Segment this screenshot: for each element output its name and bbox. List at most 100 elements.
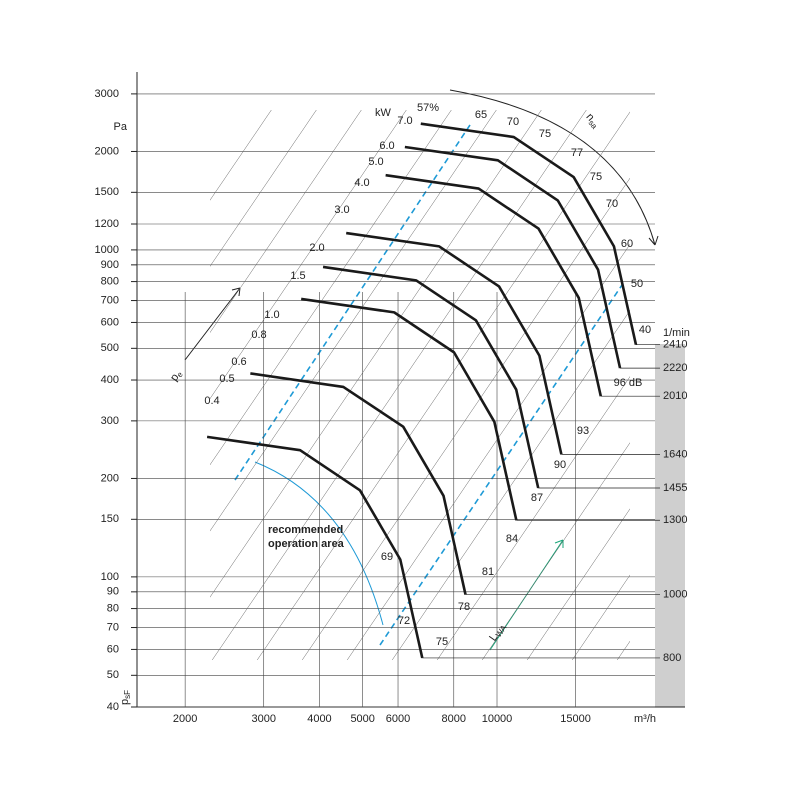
y-tick-label: 100 <box>101 571 119 583</box>
y-axis-label-main: p <box>119 699 131 705</box>
curves <box>206 122 660 659</box>
sound-axis-label-main: L <box>487 631 500 643</box>
system-line <box>210 110 362 333</box>
x-axis-label: m³/h <box>634 713 656 725</box>
power-label: 4.0 <box>354 177 369 189</box>
operation-limit <box>379 284 623 646</box>
efficiency-label: 57% <box>417 102 439 114</box>
y-tick-label: 500 <box>101 342 119 354</box>
rpm-label: 1300 <box>663 514 687 526</box>
power-label: 0.8 <box>251 329 266 341</box>
x-tick-label: 5000 <box>350 713 374 725</box>
power-label: 1.5 <box>290 270 305 282</box>
system-line <box>210 110 407 400</box>
power-label: 6.0 <box>379 140 394 152</box>
rpm-label: 800 <box>663 652 681 664</box>
y-tick-label: 150 <box>101 513 119 525</box>
y-tick-label: 3000 <box>95 88 119 100</box>
sound-label: 90 <box>554 459 566 471</box>
efficiency-label: 60 <box>621 238 633 250</box>
rpm-band <box>655 344 685 707</box>
system-line <box>211 110 587 660</box>
pe-label: pe <box>168 367 185 384</box>
y-tick-label: 400 <box>101 374 119 386</box>
system-line <box>301 177 630 660</box>
efficiency-label: 65 <box>475 109 487 121</box>
speed-arrow <box>449 89 659 246</box>
rpm-curve <box>346 231 563 455</box>
efficiency-label: 77 <box>571 147 583 159</box>
efficiency-label: 70 <box>507 116 519 128</box>
system-line <box>210 110 452 466</box>
y-tick-label: 800 <box>101 275 119 287</box>
rpm-curve <box>404 145 622 369</box>
rpm-label: 2220 <box>663 362 687 374</box>
x-tick-label: 6000 <box>386 713 410 725</box>
power-label: 0.5 <box>219 373 234 385</box>
speed-label: nsa <box>583 111 603 131</box>
sound-axis-label: LWA <box>487 621 509 644</box>
operation-arrow <box>254 461 384 626</box>
power-label: 2.0 <box>309 242 324 254</box>
power-label: 1.0 <box>264 309 279 321</box>
power-label: 0.6 <box>231 356 246 368</box>
y-tick-label: 90 <box>107 586 119 598</box>
efficiency-label: 70 <box>606 198 618 210</box>
y-tick-label: 200 <box>101 472 119 484</box>
rpm-label: 2410 <box>663 339 687 351</box>
system-line <box>346 243 630 660</box>
system-line <box>210 110 272 201</box>
x-tick-label: 15000 <box>560 713 591 725</box>
y-tick-label: 1500 <box>95 186 119 198</box>
efficiency-label: 75 <box>539 128 551 140</box>
sound-label: 93 <box>577 425 589 437</box>
y-tick-label: 60 <box>107 643 119 655</box>
system-line <box>436 376 630 660</box>
power-label: 0.4 <box>204 395 219 407</box>
power-label: 3.0 <box>334 204 349 216</box>
rpm-curve <box>250 372 467 595</box>
operation-limit <box>234 124 471 481</box>
grid <box>131 72 685 708</box>
y-tick-label: 40 <box>107 701 119 713</box>
y-tick-label: 70 <box>107 621 119 633</box>
y-axis-label: psF <box>119 690 132 705</box>
y-axis-label-sub: sF <box>123 690 132 699</box>
sound-label: 87 <box>531 492 543 504</box>
system-line <box>481 442 630 660</box>
pe-arrow <box>184 287 241 361</box>
sound-label: 69 <box>381 551 393 563</box>
sound-label: 72 <box>398 615 410 627</box>
x-tick-label: 8000 <box>442 713 466 725</box>
pe-label-main: p <box>168 371 181 383</box>
sound-label: 96 dB <box>614 377 643 389</box>
sound-label: 75 <box>436 636 448 648</box>
system-line <box>616 640 630 660</box>
system-line <box>210 110 497 532</box>
sound-label: 84 <box>506 533 518 545</box>
system-line <box>210 110 317 267</box>
rpm-label: 1000 <box>663 588 687 600</box>
rpm-curve <box>385 173 603 397</box>
system-line <box>391 310 630 660</box>
y-tick-label: 300 <box>101 415 119 427</box>
pe-label-sub: e <box>175 370 185 379</box>
sound-label: 78 <box>458 601 470 613</box>
efficiency-label: 40 <box>639 324 651 336</box>
y-tick-label: 600 <box>101 316 119 328</box>
power-label: 7.0 <box>397 115 412 127</box>
rpm-label: 1455 <box>663 482 687 494</box>
y-tick-label: 2000 <box>95 145 119 157</box>
system-line <box>571 574 630 660</box>
efficiency-label: 75 <box>590 171 602 183</box>
efficiency-label: 50 <box>631 278 643 290</box>
y-tick-label: 1200 <box>95 218 119 230</box>
y-tick-label: 700 <box>101 294 119 306</box>
rpm-curve <box>206 435 424 659</box>
power-unit: kW <box>375 107 392 119</box>
y-tick-label: 50 <box>107 669 119 681</box>
y-tick-label: 80 <box>107 602 119 614</box>
rpm-curve <box>300 297 518 521</box>
recommended-label: recommended <box>268 524 343 536</box>
